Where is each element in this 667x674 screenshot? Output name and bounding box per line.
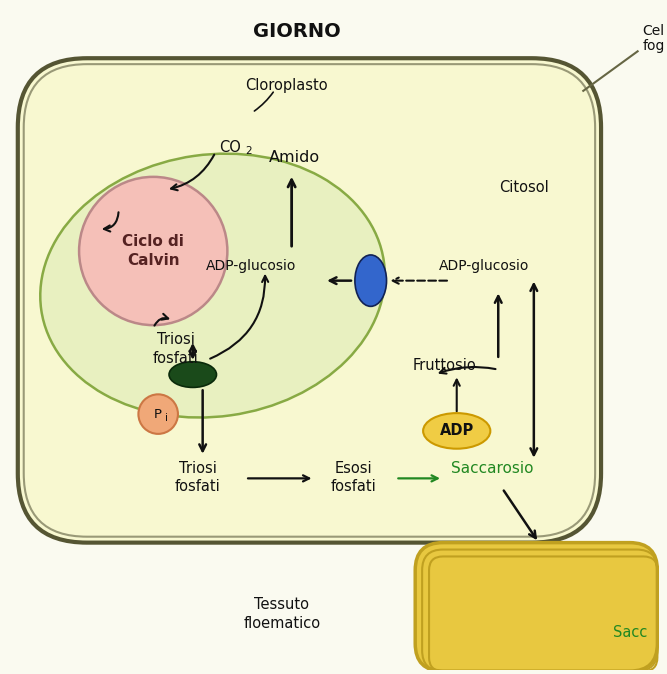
Text: Tessuto
floematico: Tessuto floematico (243, 597, 320, 631)
Text: P: P (154, 408, 162, 421)
Circle shape (138, 394, 178, 434)
Text: Fruttosio: Fruttosio (413, 358, 477, 373)
Text: GIORNO: GIORNO (253, 22, 340, 40)
FancyBboxPatch shape (415, 543, 658, 671)
Text: Cloroplasto: Cloroplasto (245, 78, 328, 93)
Text: Amido: Amido (269, 150, 320, 165)
Text: Cel: Cel (642, 24, 665, 38)
Text: ADP-glucosio: ADP-glucosio (206, 259, 296, 273)
Text: Saccarosio: Saccarosio (451, 460, 534, 476)
Text: Ciclo di
Calvin: Ciclo di Calvin (122, 234, 184, 268)
Text: Citosol: Citosol (499, 180, 549, 195)
Text: CO: CO (219, 140, 241, 155)
Text: ADP-glucosio: ADP-glucosio (439, 259, 530, 273)
Text: Sacc: Sacc (613, 625, 647, 640)
Ellipse shape (423, 413, 490, 449)
Ellipse shape (355, 255, 387, 307)
Ellipse shape (169, 362, 217, 388)
Text: fog: fog (642, 40, 665, 53)
Text: Triosi
fosfati: Triosi fosfati (153, 332, 199, 366)
Text: 2: 2 (245, 146, 252, 156)
Text: Triosi
fosfati: Triosi fosfati (175, 460, 221, 494)
Circle shape (79, 177, 227, 325)
FancyBboxPatch shape (18, 58, 601, 543)
Text: i: i (165, 413, 167, 423)
Ellipse shape (40, 154, 385, 417)
Text: Esosi
fosfati: Esosi fosfati (331, 460, 377, 494)
Text: ADP: ADP (440, 423, 474, 438)
